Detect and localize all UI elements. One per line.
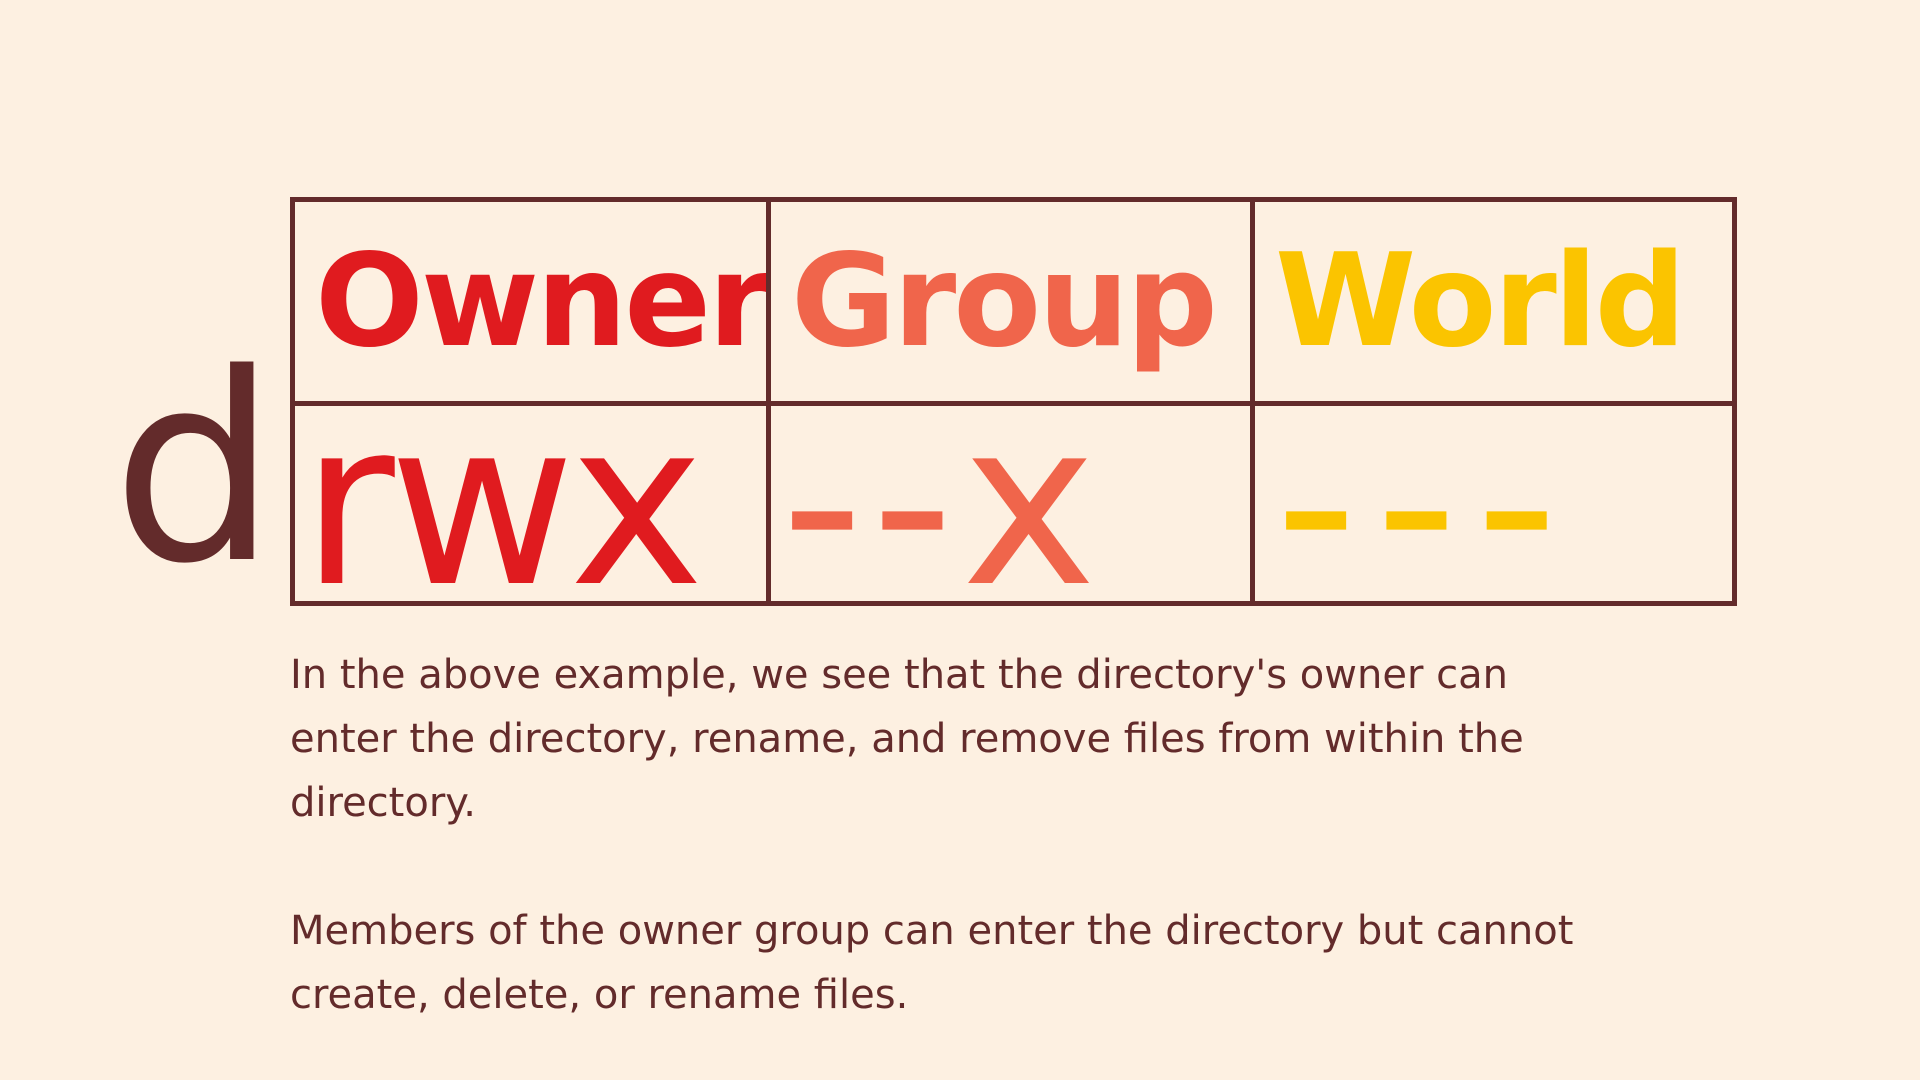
- group-header: Group: [791, 226, 1218, 376]
- owner-permissions: rwx: [301, 406, 704, 601]
- world-permissions: ---: [1275, 406, 1576, 601]
- world-permissions-cell: ---: [1255, 406, 1732, 601]
- group-permissions: --x: [781, 406, 1105, 601]
- explanation-paragraph-group: Members of the owner group can enter the…: [290, 908, 1574, 1018]
- file-type-char: d: [112, 319, 278, 621]
- explanation-paragraph-owner: In the above example, we see that the di…: [290, 652, 1524, 826]
- owner-header: Owner: [315, 226, 769, 376]
- permission-table: Owner Group World rwx --x ---: [290, 197, 1737, 606]
- world-header: World: [1275, 226, 1686, 376]
- owner-header-cell: Owner: [295, 202, 771, 406]
- owner-permissions-cell: rwx: [295, 406, 771, 601]
- world-header-cell: World: [1255, 202, 1732, 406]
- group-permissions-cell: --x: [771, 406, 1255, 601]
- explanation-text: In the above example, we see that the di…: [290, 643, 1590, 1027]
- group-header-cell: Group: [771, 202, 1255, 406]
